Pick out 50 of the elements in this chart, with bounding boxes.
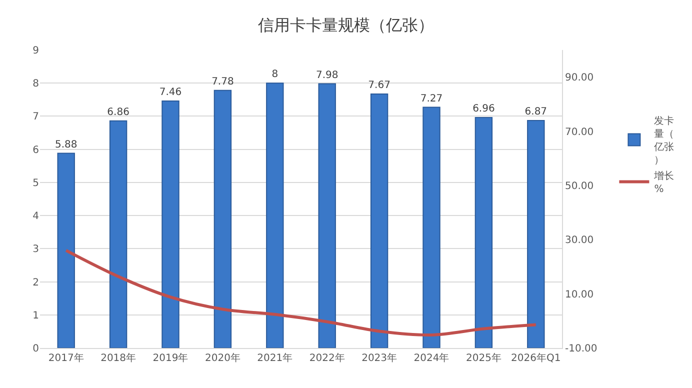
bar [57,152,75,348]
y-tick-label: 4 [32,211,39,222]
x-tick-label: 2020年 [204,352,240,364]
bar [370,94,388,348]
y-tick-label: 5 [32,178,39,189]
bar [527,120,545,348]
data-label: 7.27 [420,93,443,104]
y2-tick-label: 10.00 [565,289,594,300]
y-tick-label: 7 [32,112,39,123]
y-tick-label: 0 [32,344,39,354]
legend-label: 发卡量（亿张） [653,115,674,166]
y2-tick-label: 70.00 [565,126,594,138]
y-tick-label: 3 [32,244,39,256]
bar [162,100,180,348]
data-label: 7.78 [212,76,234,88]
x-tick-label: 2018年 [100,352,136,364]
legend-label: 增长% [653,170,674,196]
x-tick-label: 2022年 [309,352,345,364]
y2-tick-label: 90.00 [565,72,594,84]
y-tick-label: 6 [32,144,39,156]
data-label: 7.98 [316,70,338,81]
x-tick-label: 2021年 [257,352,293,364]
bar [422,106,440,348]
x-tick-label: 2017年 [48,352,84,364]
chart-title: 信用卡卡量规模（亿张） [258,16,434,35]
x-tick-label: 2024年 [414,352,450,364]
data-label: 7.67 [368,80,390,92]
data-label: 6.96 [472,104,495,115]
bar [318,83,336,348]
bar [266,82,284,348]
y-tick-label: 9 [32,46,39,56]
data-label: 6.87 [524,106,548,118]
bar [109,120,128,348]
y2-tick-label: 30.00 [565,235,594,246]
data-label: 6.86 [107,106,130,118]
bar [214,90,232,348]
x-tick-label: 2026年Q1 [511,352,561,364]
x-tick-label: 2025年 [466,352,502,364]
y-tick-label: 8 [32,78,39,90]
x-tick-label: 2023年 [362,352,398,364]
data-label: 5.88 [54,139,78,150]
data-label: 7.46 [159,86,182,98]
line-series [64,248,538,337]
y2-tick-label: 50.00 [565,180,594,192]
x-tick-label: 2019年 [152,352,188,364]
y-tick-label: 2 [32,277,39,288]
data-label: 8 [272,69,278,80]
y2-tick-label: -10.00 [565,344,598,354]
y-tick-label: 1 [32,310,39,322]
bar [474,117,493,348]
